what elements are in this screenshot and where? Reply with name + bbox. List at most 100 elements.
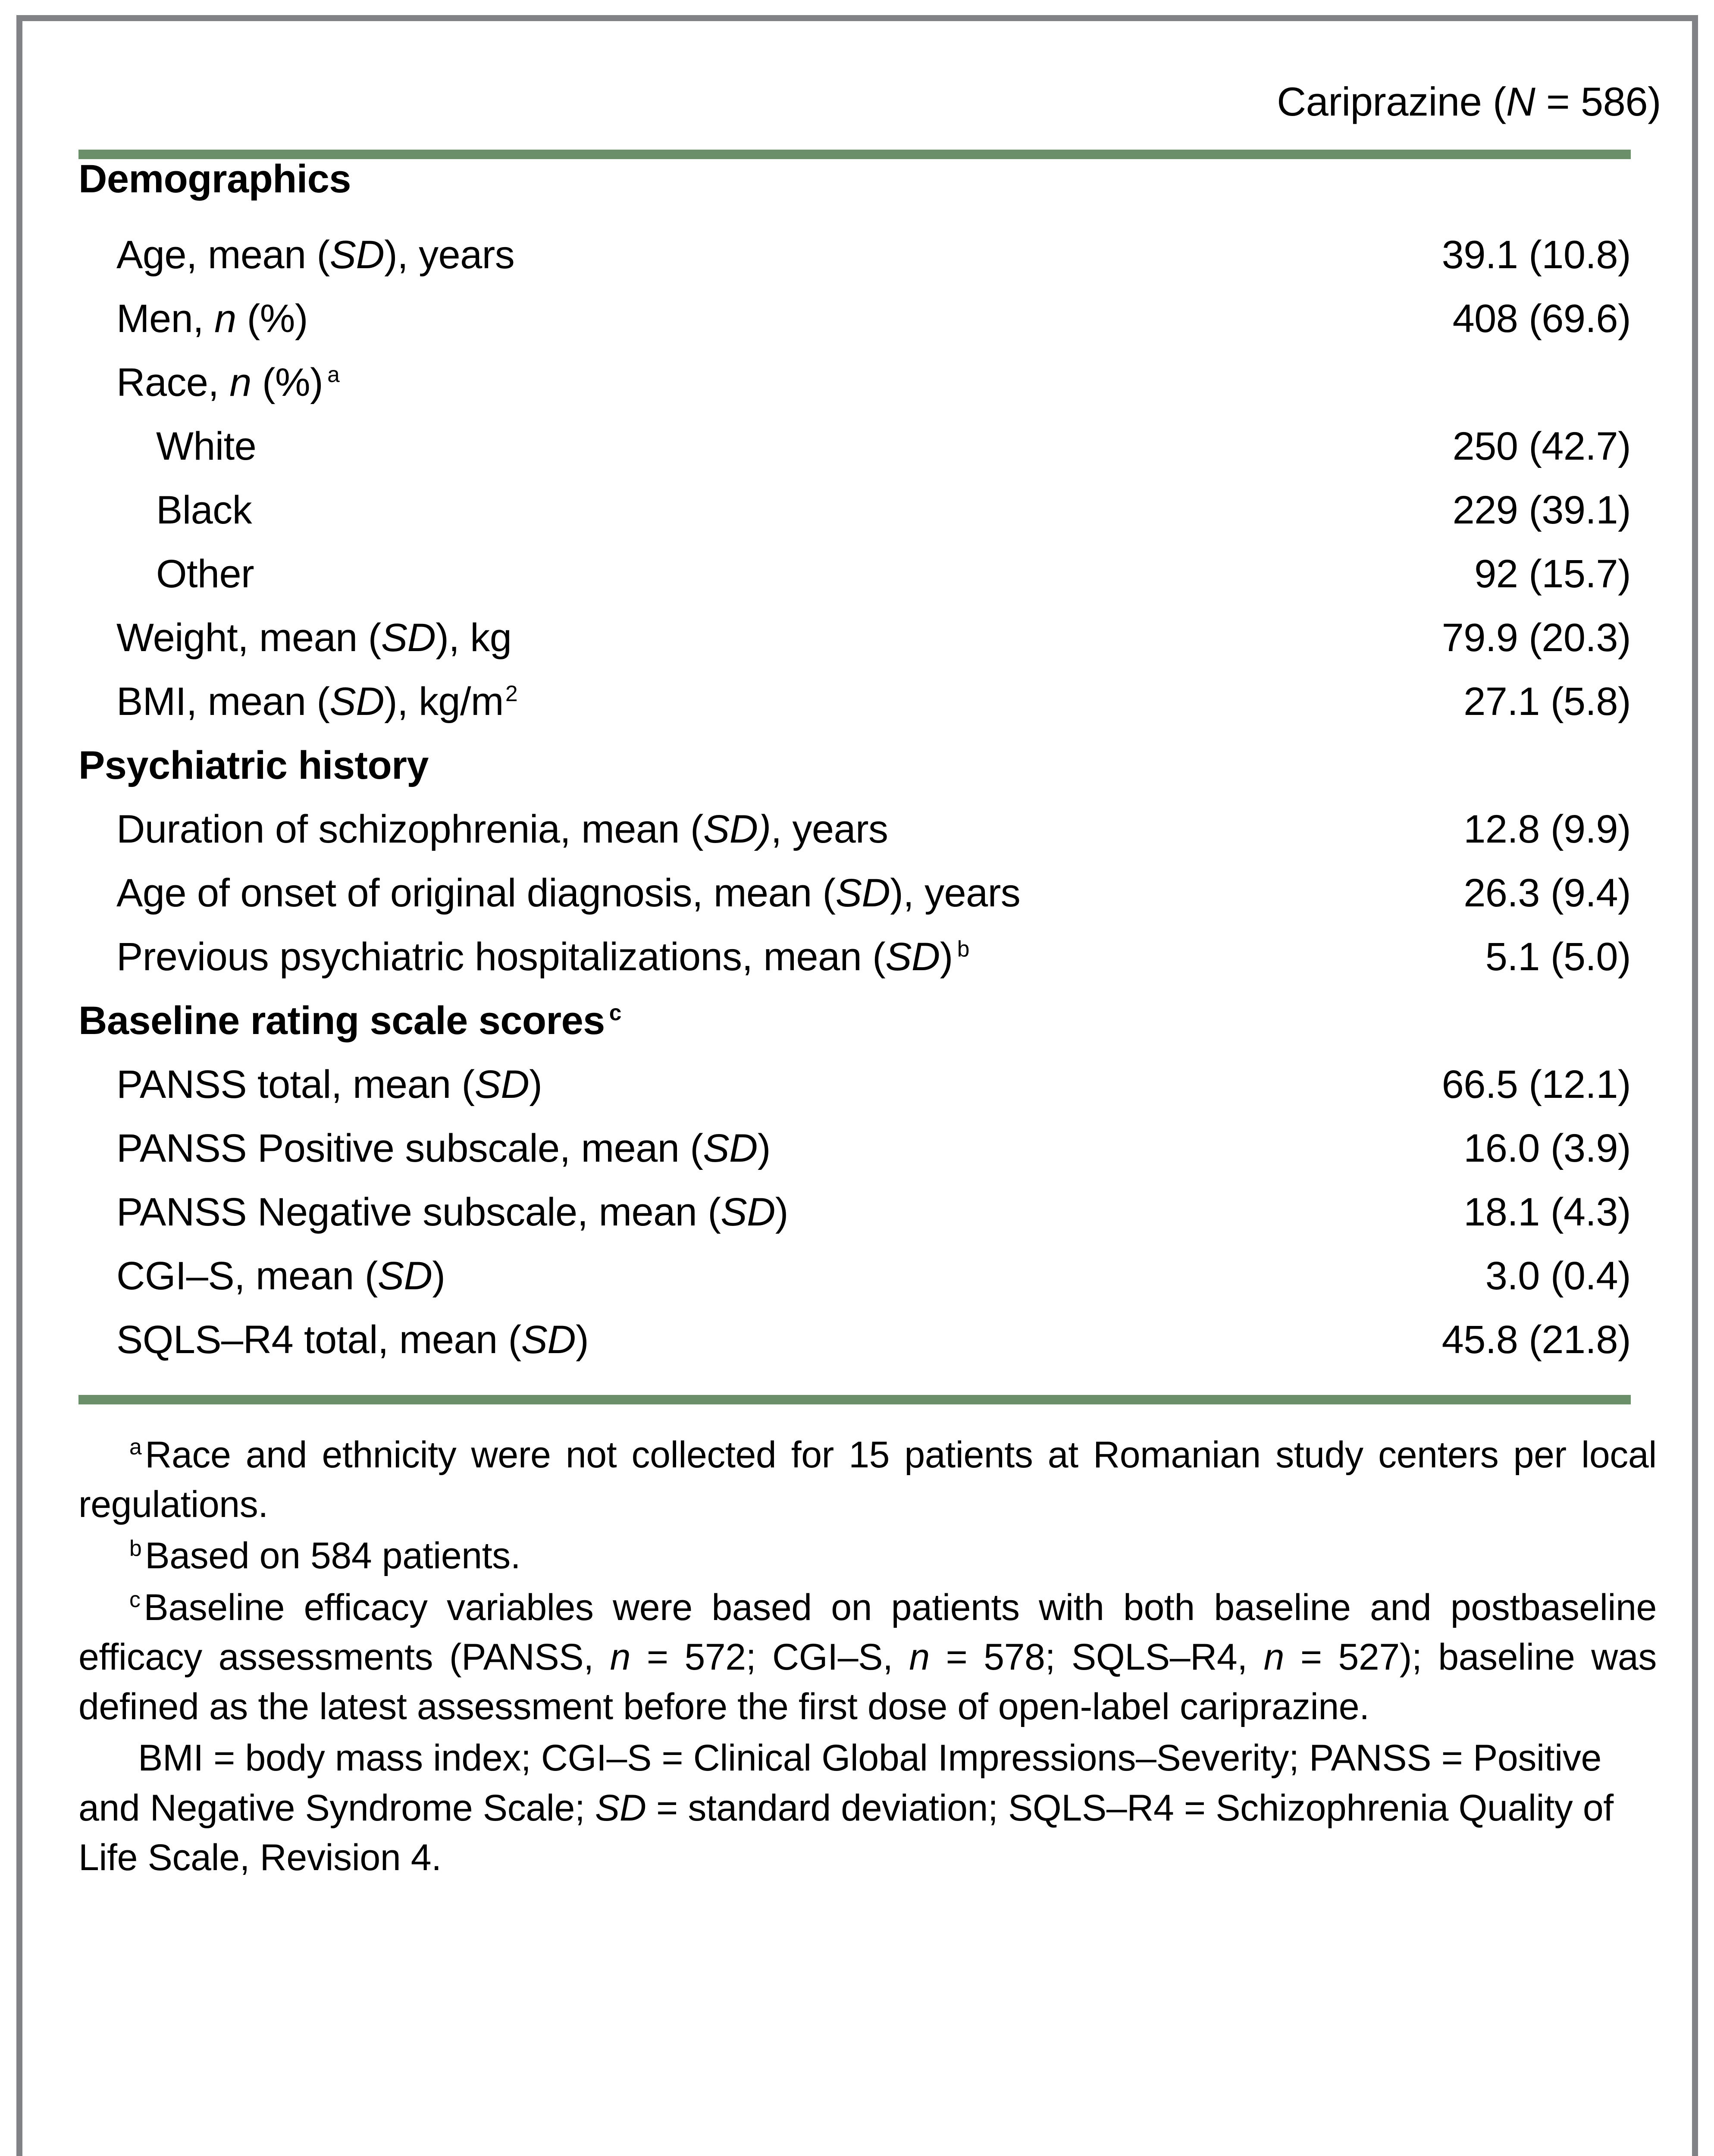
abbreviations-line-1: BMI = body mass index; CGI–S = Clinical … [78, 1733, 1657, 1883]
label-pre: Previous psychiatric hospitalizations, m… [116, 935, 886, 979]
table-row: Baseline rating scale scores c [78, 1001, 1648, 1065]
footnote-c-n1: n [610, 1636, 631, 1678]
label-post: ), kg/m [384, 680, 504, 724]
row-value-psychiatric-history [1109, 746, 1648, 809]
column-header-n-italic: N [1506, 79, 1535, 124]
label-post: ) [576, 1318, 589, 1362]
footnote-marker-c: c [609, 1000, 622, 1025]
row-label-race: Race, n (%) a [78, 363, 1109, 426]
label-italic: SD [474, 1062, 530, 1106]
rule-top-green [78, 150, 1631, 159]
row-label-duration-schizophrenia: Duration of schizophrenia, mean (SD), ye… [78, 809, 1109, 873]
footnote-c-part4: = 527); baseline was defined as the late… [78, 1636, 1657, 1728]
label-italic: SD [835, 871, 890, 915]
table-row: Previous psychiatric hospitalizations, m… [78, 937, 1648, 1001]
row-value-panss-total: 66.5 (12.1) [1441, 1062, 1631, 1106]
label-pre: Men, [116, 297, 215, 341]
table-row: BMI, mean (SD), kg/m2 27.1 (5.8) [78, 682, 1648, 746]
table-row: Age of onset of original diagnosis, mean… [78, 873, 1648, 937]
table-row: Demographics [78, 159, 1648, 235]
row-label-demographics: Demographics [78, 157, 351, 201]
row-label-baseline-rating-scale-scores: Baseline rating scale scores c [78, 1001, 1109, 1065]
label-italic: SD [721, 1190, 775, 1234]
table-row: PANSS total, mean (SD) 66.5 (12.1) [78, 1065, 1648, 1128]
row-value-age-onset: 26.3 (9.4) [1463, 871, 1631, 915]
data-table: Demographics Age, mean (SD), years 39.1 … [78, 159, 1648, 1384]
table-row: Weight, mean (SD), kg 79.9 (20.3) [78, 618, 1648, 682]
row-value-age: 39.1 (10.8) [1441, 233, 1631, 277]
row-label-men: Men, n (%) [78, 299, 1109, 363]
table-content: Cariprazine (N = 586) Demographics Age, … [78, 51, 1678, 1884]
table-row: Other 92 (15.7) [78, 554, 1648, 618]
label-post: ) [432, 1254, 445, 1298]
footnote-c-n3: n [1263, 1636, 1285, 1678]
label-post: ) [940, 935, 953, 979]
label-pre: Weight, mean ( [116, 616, 381, 660]
table-row: Duration of schizophrenia, mean (SD), ye… [78, 809, 1648, 873]
row-value-duration-schizophrenia: 12.8 (9.9) [1463, 807, 1631, 851]
row-label-panss-positive: PANSS Positive subscale, mean (SD) [78, 1128, 1109, 1192]
footnote-c-n2: n [909, 1636, 930, 1678]
column-header-prefix: Cariprazine ( [1277, 79, 1506, 124]
footnote-b: bBased on 584 patients. [78, 1531, 1657, 1581]
label-pre: PANSS Positive subscale, mean ( [116, 1126, 703, 1170]
label-pre: Baseline rating scale scores [78, 999, 605, 1043]
label-pre: Age, mean ( [116, 233, 330, 277]
footnote-c: cBaseline efficacy variables were based … [78, 1583, 1657, 1732]
label-italic: SD) [703, 807, 771, 851]
column-header: Cariprazine (N = 586) [78, 51, 1678, 150]
row-value-weight: 79.9 (20.3) [1441, 616, 1631, 660]
label-post: (%) [251, 360, 323, 404]
row-label-black: Black [156, 488, 252, 532]
footnote-c-part3: = 578; SQLS–R4, [929, 1636, 1264, 1678]
row-value-black: 229 (39.1) [1452, 488, 1631, 532]
footnote-label-a: a [129, 1434, 142, 1460]
label-pre: SQLS–R4 total, mean ( [116, 1318, 521, 1362]
row-label-previous-hospitalizations: Previous psychiatric hospitalizations, m… [78, 937, 1109, 1001]
label-italic: SD [329, 233, 385, 277]
table-row: Age, mean (SD), years 39.1 (10.8) [78, 235, 1648, 299]
row-value-other: 92 (15.7) [1474, 552, 1631, 596]
footnote-marker-b: b [957, 936, 970, 962]
row-value-sqls-r4: 45.8 (21.8) [1441, 1318, 1631, 1362]
row-label-cgi-s: CGI–S, mean (SD) [78, 1256, 1109, 1320]
table-row: PANSS Negative subscale, mean (SD) 18.1 … [78, 1192, 1648, 1256]
label-pre: Race, [116, 360, 230, 404]
table-row: SQLS–R4 total, mean (SD) 45.8 (21.8) [78, 1320, 1648, 1384]
row-label-panss-negative: PANSS Negative subscale, mean (SD) [78, 1192, 1109, 1256]
footnote-label-c: c [129, 1587, 141, 1612]
footnote-b-text: Based on 584 patients. [145, 1535, 521, 1577]
row-label-white: White [156, 424, 257, 468]
label-italic: SD [885, 935, 940, 979]
label-italic: SD [377, 1254, 432, 1298]
label-pre: Age of onset of original diagnosis, mean… [116, 871, 836, 915]
label-italic: SD [521, 1318, 576, 1362]
label-pre: PANSS total, mean ( [116, 1062, 475, 1106]
abbreviations-text-2: PANSS = Positive and Negative Syndrome S… [78, 1737, 1601, 1829]
row-label-bmi: BMI, mean (SD), kg/m2 [78, 682, 1109, 746]
row-value-baseline-rating-scale-scores [1109, 1001, 1648, 1065]
label-post: ) [529, 1062, 542, 1106]
footnote-a-text: Race and ethnicity were not collected fo… [78, 1434, 1657, 1526]
label-post: ) [757, 1126, 771, 1170]
row-value-panss-positive: 16.0 (3.9) [1463, 1126, 1631, 1170]
row-label-panss-total: PANSS total, mean (SD) [78, 1065, 1109, 1128]
label-italic: SD [381, 616, 436, 660]
abbreviations-text-4: SQLS–R4 = Schizophrenia Quality of Life … [78, 1787, 1614, 1878]
label-post: ), years [890, 871, 1021, 915]
row-label-age-onset: Age of onset of original diagnosis, mean… [78, 873, 1109, 937]
row-value-cgi-s: 3.0 (0.4) [1485, 1254, 1631, 1298]
table-row: CGI–S, mean (SD) 3.0 (0.4) [78, 1256, 1648, 1320]
table-row: Black 229 (39.1) [78, 490, 1648, 554]
footnote-c-part2: = 572; CGI–S, [630, 1636, 909, 1678]
label-pre: PANSS Negative subscale, mean ( [116, 1190, 721, 1234]
row-label-weight: Weight, mean (SD), kg [78, 618, 1109, 682]
label-italic: n [229, 360, 251, 404]
label-post: ), years [384, 233, 515, 277]
label-post: (%) [236, 297, 308, 341]
label-post: , years [771, 807, 888, 851]
row-value-men: 408 (69.6) [1452, 297, 1631, 341]
label-pre: CGI–S, mean ( [116, 1254, 378, 1298]
footnote-label-b: b [129, 1535, 142, 1561]
